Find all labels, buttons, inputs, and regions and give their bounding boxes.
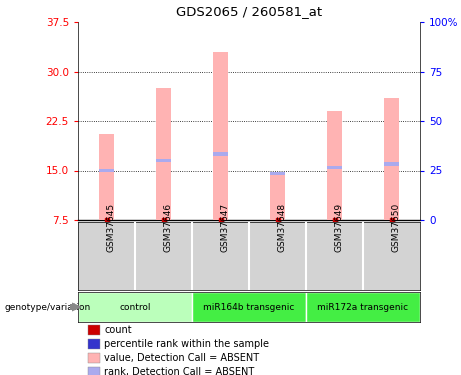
Text: control: control <box>119 303 151 312</box>
Text: GSM37648: GSM37648 <box>278 203 286 252</box>
Text: miR164b transgenic: miR164b transgenic <box>203 303 295 312</box>
Bar <box>327 111 342 220</box>
Text: percentile rank within the sample: percentile rank within the sample <box>104 339 269 349</box>
Bar <box>100 134 113 220</box>
Bar <box>270 172 284 176</box>
Text: miR172a transgenic: miR172a transgenic <box>318 303 408 312</box>
Bar <box>78 292 192 322</box>
Bar <box>192 292 306 322</box>
Bar <box>100 169 113 172</box>
Text: value, Detection Call = ABSENT: value, Detection Call = ABSENT <box>104 353 259 363</box>
Text: GSM37647: GSM37647 <box>220 203 230 252</box>
Bar <box>213 152 228 156</box>
Bar <box>384 162 399 165</box>
Bar <box>156 159 171 162</box>
Text: GSM37646: GSM37646 <box>164 203 172 252</box>
Text: count: count <box>104 325 132 335</box>
Title: GDS2065 / 260581_at: GDS2065 / 260581_at <box>176 5 322 18</box>
Bar <box>306 292 420 322</box>
Text: GSM37650: GSM37650 <box>391 203 401 252</box>
Text: GSM37649: GSM37649 <box>335 203 343 252</box>
Text: GSM37645: GSM37645 <box>106 203 116 252</box>
Text: genotype/variation: genotype/variation <box>5 303 91 312</box>
Bar <box>270 172 284 220</box>
Bar <box>156 88 171 220</box>
Bar <box>327 165 342 169</box>
Bar <box>213 52 228 220</box>
Text: rank, Detection Call = ABSENT: rank, Detection Call = ABSENT <box>104 367 254 375</box>
Bar <box>384 98 399 220</box>
